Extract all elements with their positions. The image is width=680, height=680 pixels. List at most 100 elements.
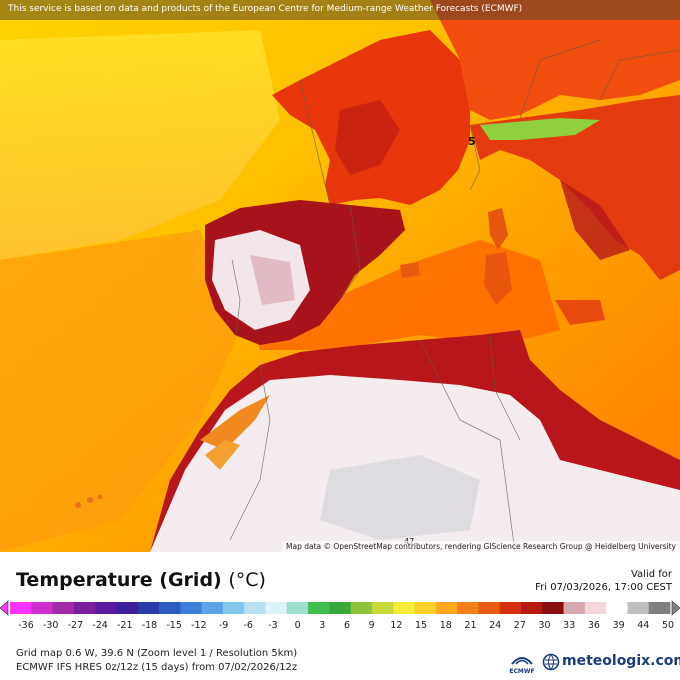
scale-color-cell [499, 602, 522, 614]
title-text: Temperature (Grid) [16, 569, 222, 591]
scale-tick-label: 3 [319, 620, 326, 631]
valid-time: Fri 07/03/2026, 17:00 CEST [535, 582, 672, 593]
scale-color-cell [606, 602, 628, 614]
scale-color-cell [244, 602, 266, 614]
canary-island [87, 497, 93, 503]
central-europe-land [430, 0, 680, 120]
scale-tick-label: -36 [18, 620, 34, 631]
atlas-foothills [205, 440, 240, 470]
scale-tick-label: 27 [513, 620, 526, 631]
mediterranean-sea [250, 240, 560, 350]
map-marker-label: 5 [468, 135, 476, 148]
canary-island [97, 494, 103, 500]
ecmwf-logo-icon [511, 657, 533, 665]
title-unit: (°C) [228, 569, 266, 591]
scale-tick-label: -21 [117, 620, 133, 631]
alps-cool-zone [480, 118, 600, 140]
scale-tick-label: 21 [464, 620, 477, 631]
color-scale-labels: -36 -30 -27 -24 -21 -18 -15 -12 -9 -6 -3 0 3 6 9 12 15 18… [0, 620, 680, 634]
scale-color-cell [371, 602, 394, 614]
scale-color-cell [52, 602, 75, 614]
scale-tick-label: 18 [439, 620, 452, 631]
scale-color-cell [414, 602, 437, 614]
balearic-islands [400, 262, 420, 278]
scale-tick-label: -12 [191, 620, 207, 631]
brand-text: meteologix.com [562, 653, 680, 669]
scale-color-cell [10, 602, 32, 614]
temperature-map[interactable]: 5 47 [0, 0, 680, 552]
temperature-color-scale [0, 600, 680, 616]
france-hot-core [335, 100, 400, 175]
scale-color-cell [95, 602, 117, 614]
grid-info-text: Grid map 0.6 W, 39.6 N (Zoom level 1 / R… [16, 648, 298, 659]
scale-color-cell [520, 602, 543, 614]
scale-color-cell [542, 602, 564, 614]
scale-tick-label: -27 [67, 620, 84, 631]
atlantic-cool-zone [0, 30, 280, 260]
scale-color-cell [435, 602, 458, 614]
scale-color-cell [627, 602, 650, 614]
scale-color-cell [222, 602, 245, 614]
scale-tick-label: 9 [368, 620, 375, 631]
scale-tick-label: 6 [343, 620, 351, 631]
scale-tick-label: 0 [294, 620, 301, 631]
corsica-land [488, 208, 508, 250]
scale-tick-label: -9 [218, 620, 229, 631]
scale-color-cell [137, 602, 160, 614]
italy-hot-core [560, 180, 630, 260]
model-info-text: ECMWF IFS HRES 0z/12z (15 days) from 07/… [16, 662, 298, 673]
scale-tick-label: 39 [612, 620, 625, 631]
valid-for-label: Valid for [630, 569, 672, 580]
map-attribution[interactable]: Map data © OpenStreetMap contributors, r… [282, 541, 680, 552]
scale-color-cell [350, 602, 373, 614]
scale-color-cell [180, 602, 203, 614]
scale-right-arrow-icon [671, 600, 680, 616]
scale-color-cell [159, 602, 181, 614]
scale-tick-label: 36 [587, 620, 600, 631]
canary-island [75, 502, 81, 508]
sahara-grey-zone [320, 455, 480, 540]
scale-tick-label: -30 [42, 620, 59, 631]
scale-tick-label: 24 [489, 620, 502, 631]
scale-tick-label: 30 [538, 620, 551, 631]
scale-tick-label: -24 [92, 620, 108, 631]
scale-tick-label: 12 [390, 620, 403, 631]
scale-color-cell [329, 602, 352, 614]
scale-tick-label: -3 [268, 620, 278, 631]
sardinia-land [484, 252, 512, 305]
map-canvas: 5 47 [0, 0, 680, 552]
scale-color-cell [478, 602, 501, 614]
scale-color-cell [31, 602, 53, 614]
scale-color-cell [201, 602, 224, 614]
scale-tick-label: -6 [243, 620, 253, 631]
scale-color-cell [563, 602, 586, 614]
ecmwf-logo[interactable]: ECMWF [506, 650, 538, 678]
scale-color-cell [265, 602, 288, 614]
scale-color-cell [584, 602, 607, 614]
scale-tick-label: 15 [415, 620, 428, 631]
scale-color-cell [457, 602, 479, 614]
scale-tick-label: -15 [166, 620, 182, 631]
meteologix-globe-icon [542, 653, 560, 671]
scale-color-cell [73, 602, 96, 614]
scale-left-arrow-icon [0, 600, 9, 616]
banner-text: This service is based on data and produc… [8, 4, 523, 14]
sicily-land [555, 300, 605, 325]
country-borders [229, 39, 680, 552]
atlas-mountains [200, 395, 270, 450]
scale-color-cell [286, 602, 309, 614]
scale-color-cell [393, 602, 415, 614]
chart-title: Temperature (Grid) (°C) [16, 569, 266, 591]
scale-tick-label: 33 [563, 620, 576, 631]
scale-tick-label: 44 [637, 620, 650, 631]
atlantic-warm-zone [0, 230, 240, 552]
iberia-heat-core [250, 255, 295, 305]
scale-color-cell [308, 602, 330, 614]
scale-tick-label: -18 [141, 620, 158, 631]
scale-color-cell [116, 602, 139, 614]
scale-color-cell [648, 602, 671, 614]
italy-land [470, 95, 680, 280]
ecmwf-notice-banner: This service is based on data and produc… [0, 0, 680, 20]
color-scale-graphic [0, 600, 680, 616]
ecmwf-logo-text: ECMWF [509, 668, 535, 675]
